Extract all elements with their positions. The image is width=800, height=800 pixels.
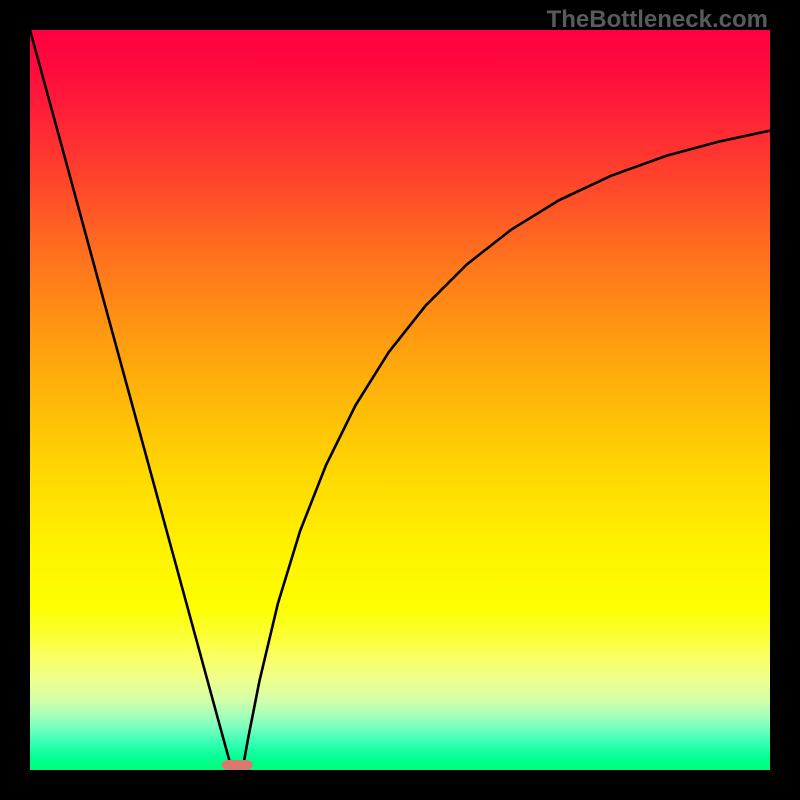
bottleneck-chart — [30, 30, 770, 770]
chart-frame: TheBottleneck.com — [0, 0, 800, 800]
watermark-text: TheBottleneck.com — [547, 6, 768, 34]
gradient-background — [30, 30, 770, 770]
plot-area — [30, 30, 770, 770]
dip-marker — [222, 760, 253, 770]
